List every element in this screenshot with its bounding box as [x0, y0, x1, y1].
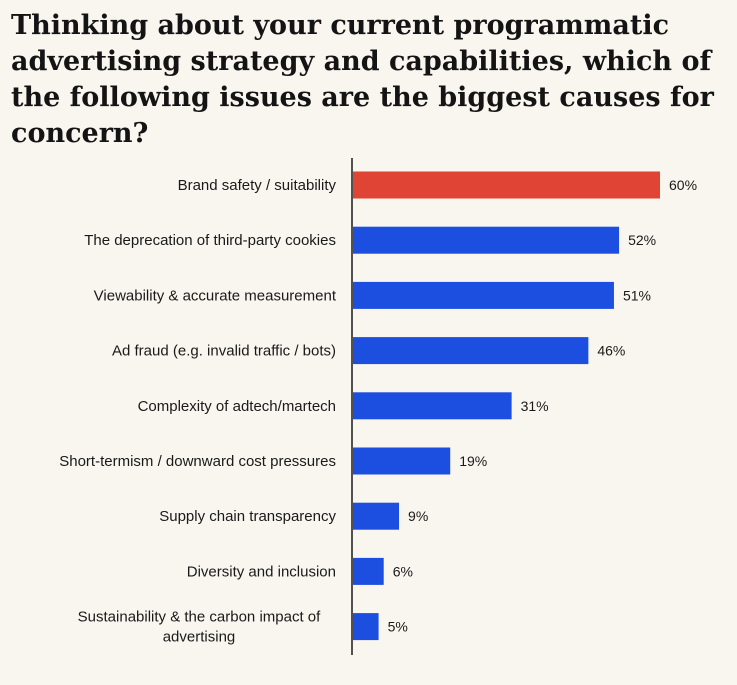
category-label: Supply chain transparency	[159, 508, 336, 525]
bar	[353, 502, 400, 530]
category-label-line: Complexity of adtech/martech	[138, 398, 336, 415]
category-label: Viewability & accurate measurement	[94, 287, 337, 304]
value-label: 19%	[459, 453, 487, 469]
chart-title: Thinking about your current programmatic…	[11, 10, 714, 149]
category-label-line: Short-termism / downward cost pressures	[59, 453, 336, 470]
bar	[353, 447, 451, 475]
category-label: Sustainability & the carbon impact of adv…	[78, 609, 321, 646]
category-label: Short-termism / downward cost pressures	[59, 453, 336, 470]
category-label-line: Ad fraud (e.g. invalid traffic / bots)	[112, 343, 336, 360]
value-label: 31%	[521, 398, 549, 414]
value-label: 60%	[669, 177, 697, 193]
category-label: Brand safety / suitability	[178, 177, 337, 194]
category-label: Ad fraud (e.g. invalid traffic / bots)	[112, 343, 336, 360]
category-label-line: Diversity and inclusion	[187, 563, 336, 580]
category-label-line: Brand safety / suitability	[178, 177, 337, 194]
category-label-line: Supply chain transparency	[159, 508, 336, 525]
bar	[353, 392, 512, 420]
value-label: 52%	[628, 232, 656, 248]
bar	[353, 171, 660, 199]
category-label-line: Viewability & accurate measurement	[94, 287, 337, 304]
category-label-line: Sustainability & the carbon impact of	[78, 609, 321, 626]
value-label: 51%	[623, 287, 651, 303]
category-label: Diversity and inclusion	[187, 563, 336, 580]
bar	[353, 613, 379, 641]
value-label: 9%	[408, 508, 428, 524]
bar	[353, 337, 589, 365]
bar	[353, 281, 614, 309]
category-label-line: The deprecation of third-party cookies	[84, 232, 336, 249]
category-label: The deprecation of third-party cookies	[84, 232, 336, 249]
value-label: 6%	[393, 563, 413, 579]
value-label: 46%	[597, 343, 625, 359]
bar	[353, 557, 384, 585]
category-label-line: advertising	[163, 629, 236, 646]
value-label: 5%	[388, 619, 408, 635]
bar	[353, 226, 620, 254]
category-label: Complexity of adtech/martech	[138, 398, 336, 415]
